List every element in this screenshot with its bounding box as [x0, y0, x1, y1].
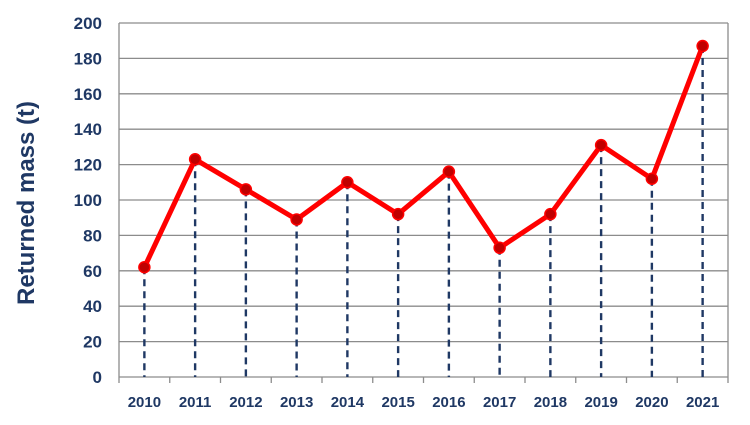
- drop-lines: [143, 46, 704, 377]
- grid-lines: [119, 22, 728, 343]
- y-tick-label: 20: [83, 333, 102, 352]
- x-tick-label: 2021: [686, 394, 719, 411]
- data-point: [290, 213, 303, 226]
- y-tick-label: 140: [74, 120, 102, 139]
- x-tick-label: 2019: [584, 394, 617, 411]
- data-point: [493, 241, 506, 255]
- y-axis-label: Returned mass (t): [13, 101, 40, 305]
- x-tick-label: 2012: [229, 394, 262, 411]
- data-point: [645, 172, 659, 186]
- y-tick-label: 60: [83, 262, 102, 281]
- x-tick-label: 2020: [635, 394, 668, 411]
- data-point: [442, 165, 456, 178]
- data-point: [239, 183, 253, 196]
- axes: [118, 23, 729, 383]
- data-point: [188, 153, 202, 166]
- series-path: [141, 43, 706, 270]
- y-tick-labels: 0 20 40 60 80 100 120 140 160 180 200: [74, 14, 102, 387]
- y-tick-label: 80: [83, 226, 102, 245]
- y-tick-label: 160: [74, 85, 102, 104]
- data-point: [696, 39, 709, 53]
- data-point: [341, 176, 354, 189]
- x-tick-label: 2016: [432, 394, 465, 411]
- data-point: [138, 261, 151, 274]
- data-point: [594, 138, 608, 152]
- x-tick-labels: 2010 2011 2012 2013 2014 2015 2016 2017 2018 2019…: [128, 394, 720, 411]
- x-tick-label: 2018: [534, 394, 567, 411]
- x-tick-label: 2015: [381, 394, 414, 411]
- y-tick-label: 40: [83, 297, 102, 316]
- data-point: [391, 207, 405, 221]
- y-tick-label: 120: [74, 156, 102, 175]
- x-tick-label: 2017: [483, 394, 516, 411]
- x-tick-label: 2013: [280, 394, 313, 411]
- x-tick-label: 2011: [179, 394, 212, 411]
- y-tick-label: 200: [74, 14, 102, 33]
- x-tick-label: 2014: [331, 394, 365, 411]
- y-tick-label: 180: [74, 49, 102, 68]
- data-points: [138, 39, 709, 274]
- y-tick-label: 0: [93, 368, 102, 387]
- data-point: [544, 207, 557, 221]
- x-tick-label: 2010: [128, 394, 161, 411]
- y-tick-label: 100: [74, 191, 102, 210]
- series-line: [141, 43, 706, 270]
